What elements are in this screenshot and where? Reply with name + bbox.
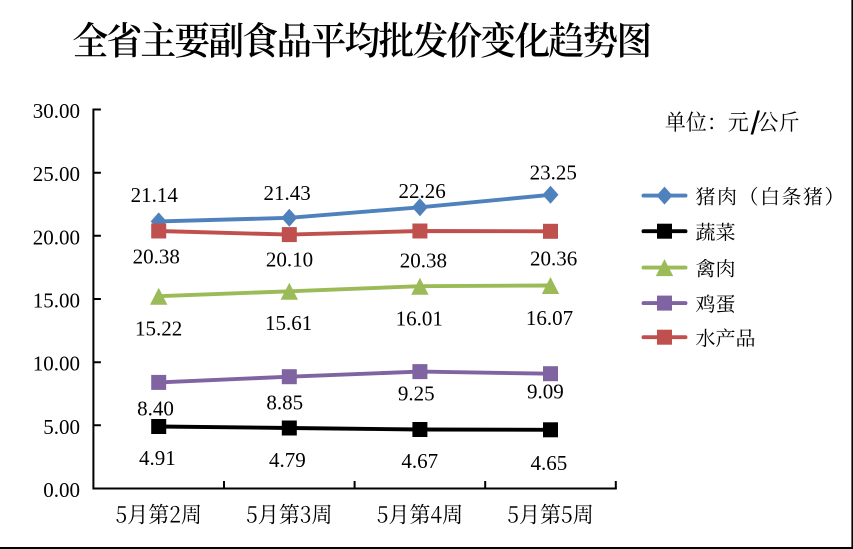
svg-text:20.36: 20.36 bbox=[530, 246, 577, 270]
svg-text:23.25: 23.25 bbox=[530, 161, 577, 185]
svg-text:4.79: 4.79 bbox=[269, 448, 306, 472]
svg-text:20.10: 20.10 bbox=[266, 248, 313, 272]
svg-text:20.38: 20.38 bbox=[400, 248, 447, 272]
svg-text:9.25: 9.25 bbox=[398, 382, 435, 406]
svg-text:8.40: 8.40 bbox=[137, 396, 174, 420]
svg-text:4.65: 4.65 bbox=[531, 451, 568, 475]
svg-text:20.00: 20.00 bbox=[33, 225, 80, 249]
svg-text:5.00: 5.00 bbox=[43, 415, 80, 439]
svg-text:9.09: 9.09 bbox=[527, 379, 564, 403]
svg-text:25.00: 25.00 bbox=[33, 162, 80, 186]
svg-text:22.26: 22.26 bbox=[398, 179, 445, 203]
svg-text:16.01: 16.01 bbox=[396, 307, 443, 331]
svg-text:15.22: 15.22 bbox=[135, 317, 182, 341]
svg-text:15.00: 15.00 bbox=[33, 289, 80, 313]
svg-text:16.07: 16.07 bbox=[526, 306, 573, 330]
svg-text:4.91: 4.91 bbox=[139, 446, 176, 470]
svg-text:30.00: 30.00 bbox=[33, 99, 80, 123]
svg-text:0.00: 0.00 bbox=[43, 478, 80, 502]
svg-text:21.43: 21.43 bbox=[263, 181, 310, 205]
svg-text:4.67: 4.67 bbox=[401, 449, 438, 473]
svg-text:8.85: 8.85 bbox=[266, 391, 303, 415]
svg-text:15.61: 15.61 bbox=[265, 311, 312, 335]
svg-text:20.38: 20.38 bbox=[133, 245, 180, 269]
svg-text:21.14: 21.14 bbox=[131, 183, 179, 207]
svg-text:10.00: 10.00 bbox=[33, 352, 80, 376]
